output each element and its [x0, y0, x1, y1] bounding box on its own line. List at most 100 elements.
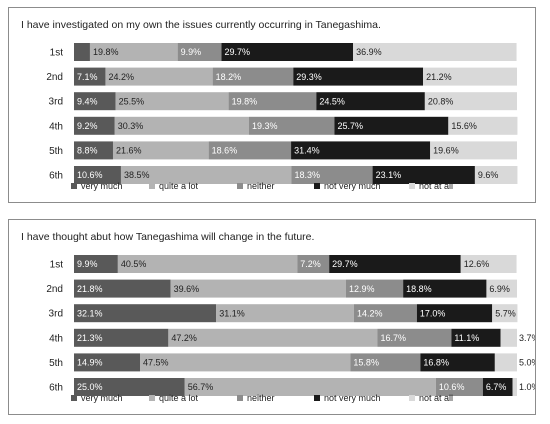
bar-segment — [293, 67, 424, 86]
data-label: 40.5% — [121, 259, 147, 269]
data-label: 10.6% — [439, 382, 465, 392]
legend-entry: quite a lot — [159, 393, 199, 403]
category-label: 1st — [50, 48, 64, 59]
bar-segment — [168, 328, 378, 347]
data-label: 3.7% — [519, 333, 535, 343]
data-label: 18.3% — [295, 170, 321, 180]
category-label: 1st — [50, 260, 64, 271]
category-label: 4th — [49, 333, 63, 344]
bar-segment — [228, 92, 317, 111]
data-label: 6.9% — [489, 284, 510, 294]
data-label: 18.8% — [406, 284, 432, 294]
bar-segment — [74, 255, 118, 273]
data-label: 25.0% — [77, 382, 103, 392]
data-label: 23.1% — [376, 170, 402, 180]
bar-segment — [451, 328, 501, 347]
stacked-bar-chart: I have thought abut how Tanegashima will… — [21, 231, 535, 403]
data-label: 11.1% — [454, 333, 479, 343]
data-label: 5.7% — [495, 308, 516, 318]
category-label: 2nd — [46, 284, 63, 295]
bar-segment — [423, 67, 517, 86]
bar-segment — [120, 166, 292, 184]
bar-segment — [74, 353, 141, 372]
data-label: 12.6% — [464, 259, 490, 269]
bar-segment — [372, 166, 475, 184]
bar-segment — [170, 279, 347, 298]
bar-segment — [474, 166, 518, 184]
bar-segment — [74, 279, 171, 298]
data-label: 15.6% — [451, 121, 477, 131]
category-label: 3rd — [49, 309, 63, 320]
data-label: 9.9% — [77, 259, 98, 269]
bar-segment — [492, 304, 518, 323]
data-label: 21.6% — [116, 146, 142, 156]
legend-entry: neither — [247, 181, 275, 191]
bar-segment — [512, 378, 517, 396]
legend-swatch — [409, 183, 415, 189]
data-label: 29.7% — [225, 47, 251, 57]
data-label: 29.7% — [332, 259, 358, 269]
legend-swatch — [71, 183, 77, 189]
data-label: 14.2% — [357, 308, 383, 318]
data-label: 21.8% — [77, 284, 103, 294]
bar-segment — [494, 353, 517, 372]
data-label: 31.4% — [294, 146, 320, 156]
bar-segment — [430, 141, 517, 160]
bar-segment — [140, 353, 351, 372]
bar-segment — [424, 92, 517, 111]
data-label: 24.5% — [319, 96, 345, 106]
data-label: 32.1% — [77, 308, 103, 318]
data-label: 9.9% — [181, 47, 202, 57]
bar-segment — [74, 141, 113, 160]
data-label: 36.9% — [356, 47, 382, 57]
legend-swatch — [149, 183, 155, 189]
chart-panel-investigated: I have investigated on my own the issues… — [8, 7, 536, 203]
legend-entry: not at all — [419, 393, 453, 403]
bar-segment — [89, 43, 178, 61]
category-label: 6th — [49, 171, 63, 182]
category-label: 6th — [49, 383, 63, 394]
bar-segment — [448, 116, 518, 135]
data-label: 16.7% — [380, 333, 406, 343]
legend-swatch — [71, 395, 77, 401]
bar-segment — [420, 353, 495, 372]
data-label: 5.0% — [519, 358, 535, 368]
bar-segment — [435, 378, 483, 396]
data-label: 39.6% — [174, 284, 200, 294]
data-label: 14.9% — [77, 358, 103, 368]
data-label: 10.6% — [77, 170, 103, 180]
data-label: 15.8% — [353, 358, 379, 368]
data-label: 9.6% — [478, 170, 499, 180]
legend-swatch — [237, 395, 243, 401]
bar-segment — [316, 92, 425, 111]
bar-segment — [334, 116, 449, 135]
category-label: 5th — [49, 146, 63, 157]
bar-segment — [416, 304, 493, 323]
chart-title: I have investigated on my own the issues… — [21, 19, 381, 31]
legend-entry: neither — [247, 393, 275, 403]
data-label: 56.7% — [188, 382, 214, 392]
legend-swatch — [314, 183, 320, 189]
bar-segment — [297, 255, 330, 273]
bar-segment — [346, 279, 404, 298]
bar-segment — [291, 141, 431, 160]
bar-segment — [74, 43, 90, 61]
bar-segment — [115, 92, 229, 111]
bar-segment — [177, 43, 222, 61]
chart-title: I have thought abut how Tanegashima will… — [21, 231, 314, 243]
legend-entry: very much — [81, 393, 123, 403]
bar-segment — [74, 166, 121, 184]
bar-segment — [216, 304, 354, 323]
legend-entry: very much — [81, 181, 123, 191]
bar-segment — [114, 116, 249, 135]
bar-segment — [74, 304, 217, 323]
data-label: 18.6% — [212, 146, 238, 156]
bar-segment — [486, 279, 517, 298]
data-label: 47.2% — [171, 333, 197, 343]
data-label: 30.3% — [118, 121, 144, 131]
data-label: 7.2% — [300, 259, 321, 269]
data-label: 6.7% — [486, 382, 507, 392]
data-label: 25.5% — [119, 96, 145, 106]
bar-segment — [208, 141, 292, 160]
category-label: 5th — [49, 358, 63, 369]
